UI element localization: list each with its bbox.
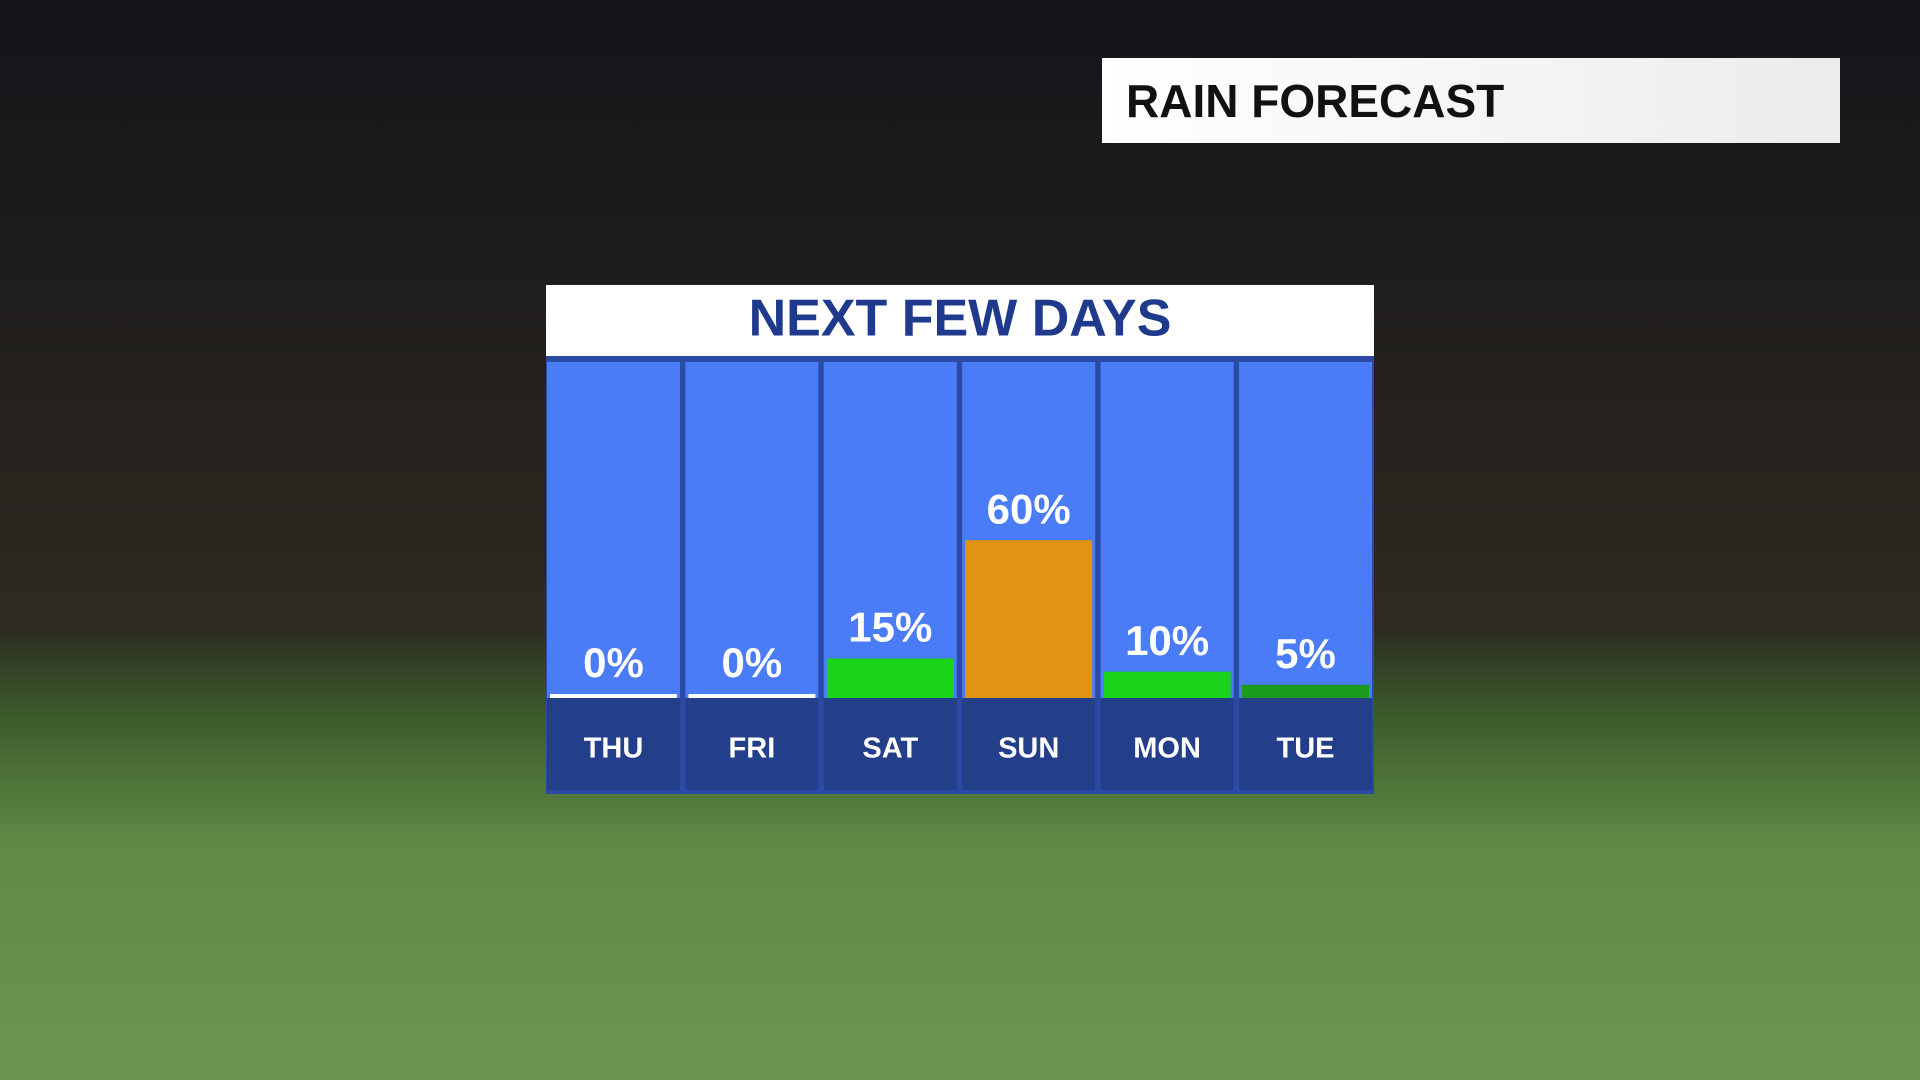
day-band — [823, 698, 957, 790]
header-title: RAIN FORECAST — [1102, 58, 1840, 143]
value-label: 10% — [1125, 617, 1209, 664]
value-label: 15% — [848, 604, 932, 651]
value-label: 0% — [722, 639, 783, 686]
value-label: 60% — [987, 485, 1071, 532]
title-band — [546, 285, 1374, 356]
column — [823, 362, 957, 698]
x-tick-label: SUN — [998, 733, 1059, 765]
x-tick-label: TUE — [1277, 733, 1335, 765]
column — [685, 362, 819, 698]
chart-title: NEXT FEW DAYS — [749, 290, 1172, 348]
bar — [550, 694, 677, 698]
day-band — [1239, 698, 1372, 790]
day-band — [547, 698, 680, 790]
panel — [546, 285, 1374, 794]
column — [1100, 362, 1234, 698]
bar — [826, 658, 954, 698]
day-band — [962, 698, 1096, 790]
bar — [1242, 684, 1369, 698]
bar — [688, 694, 816, 698]
bar — [1103, 671, 1231, 698]
value-label: 0% — [583, 639, 644, 686]
column — [1239, 362, 1372, 698]
x-tick-label: FRI — [729, 733, 776, 765]
x-tick-label: SAT — [862, 733, 918, 765]
x-tick-label: THU — [584, 733, 644, 765]
column — [547, 362, 680, 698]
day-band — [685, 698, 819, 790]
day-band — [1100, 698, 1234, 790]
x-tick-label: MON — [1133, 733, 1201, 765]
bar — [965, 540, 1093, 698]
value-label: 5% — [1275, 630, 1336, 677]
